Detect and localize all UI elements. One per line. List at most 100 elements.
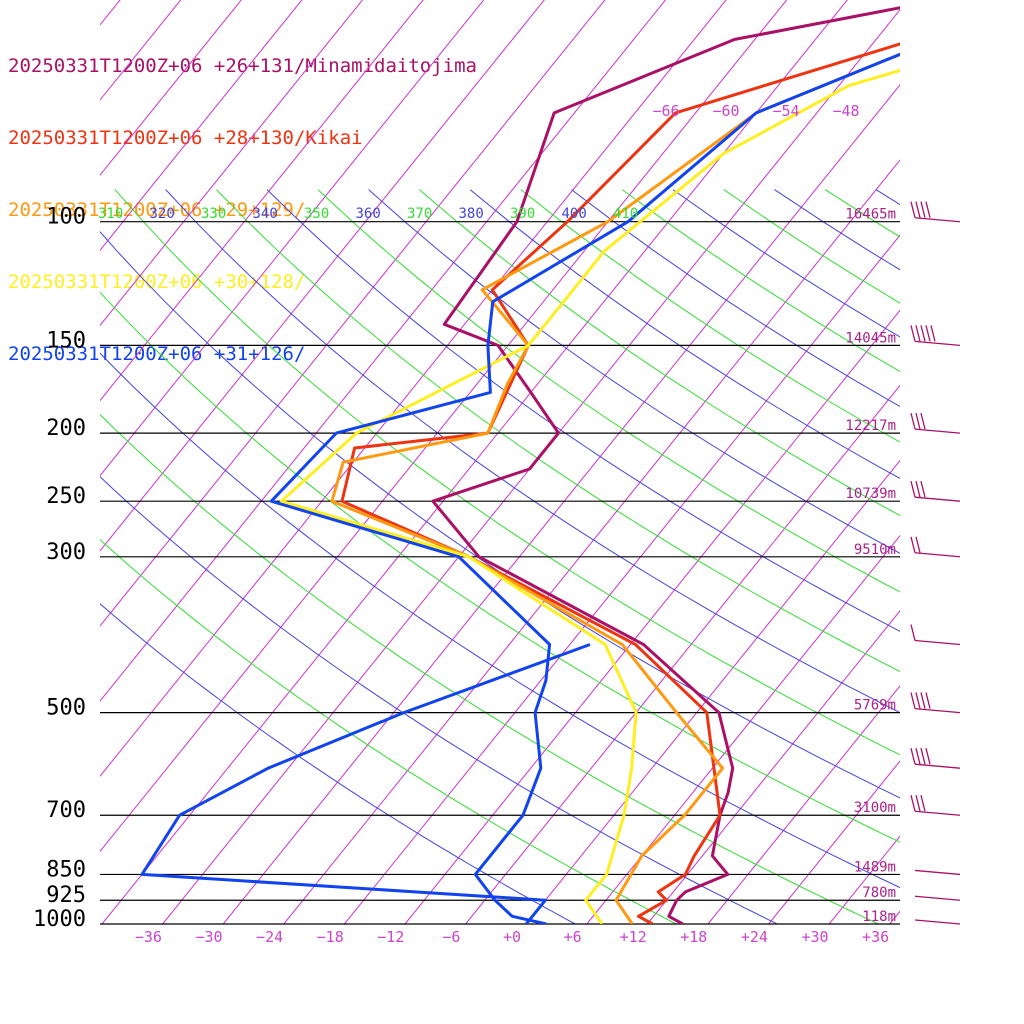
temperature-label: −6 — [442, 928, 460, 946]
wind-barb — [910, 795, 961, 816]
isotherm-line — [283, 159, 900, 924]
dry-adiabat-line — [100, 476, 778, 924]
wind-barb-staff — [914, 869, 961, 876]
height-label: 16465m — [845, 207, 896, 223]
theta-label: 330 — [201, 206, 226, 222]
temperature-label: +24 — [741, 928, 768, 946]
isotherm-line — [100, 0, 182, 101]
dry-adiabat-line — [165, 189, 900, 714]
legend-entry-1: 20250331T1200Z+06 +28+130/Kikai — [8, 127, 363, 149]
theta-label: 320 — [150, 206, 175, 222]
wind-barb-flag — [925, 692, 931, 709]
series-line-2 — [330, 52, 900, 924]
wind-barb-staff — [914, 707, 961, 714]
theta-label: 370 — [407, 206, 432, 222]
wind-barb-staff — [914, 639, 961, 646]
wind-barb-flag — [910, 795, 916, 812]
wind-barb-flag — [920, 481, 926, 498]
isotherm-line — [889, 910, 900, 924]
upper-temperature-label: −66 — [652, 102, 679, 120]
wind-barb-flag — [915, 536, 921, 553]
height-label: 12217m — [845, 418, 896, 434]
wind-barb-flag — [920, 412, 926, 430]
wind-barb-flag — [930, 325, 936, 342]
legend-entry-3: 20250331T1200Z+06 +30+128/ — [8, 271, 306, 293]
wind-barb-staff — [914, 810, 961, 816]
isotherm-line — [100, 0, 364, 327]
temperature-label: +36 — [862, 928, 889, 946]
height-label: 5769m — [854, 698, 896, 714]
temperature-label: −36 — [135, 928, 162, 946]
pressure-label: 200 — [46, 416, 86, 441]
isotherm-line — [100, 0, 121, 26]
wind-barb-flag — [920, 795, 926, 812]
theta-label: 360 — [356, 206, 381, 222]
wind-barb — [910, 412, 961, 434]
wind-barb-flag — [915, 201, 921, 218]
series-line-5 — [140, 643, 591, 924]
theta-label: 350 — [304, 206, 329, 222]
temperature-label: +30 — [801, 928, 828, 946]
temperature-label: −30 — [195, 928, 222, 946]
isotherm-line — [465, 384, 900, 924]
wind-barb — [910, 481, 961, 502]
wind-barb-flag — [920, 748, 926, 765]
dry-adiabat-line — [100, 539, 677, 924]
series-line-1 — [340, 42, 900, 924]
isotherm-line — [100, 0, 545, 552]
wind-barb-flag — [910, 481, 916, 498]
isotherm-line — [101, 0, 848, 924]
isotherm-line — [100, 0, 667, 702]
wind-barb-staff — [914, 895, 961, 901]
wind-barb-flag — [910, 536, 916, 553]
pressure-label: 150 — [46, 328, 86, 353]
isotherm-line — [0, 0, 77, 924]
wind-barb-flag — [910, 748, 916, 765]
wind-barb-staff — [914, 428, 961, 434]
dry-adiabat-line — [100, 603, 576, 924]
wind-barbs — [910, 201, 961, 925]
series-line-3 — [279, 68, 900, 924]
wind-barb — [910, 536, 961, 558]
isotherm-line — [768, 760, 900, 924]
wind-barb — [914, 895, 961, 901]
upper-temperature-label: −60 — [712, 102, 739, 120]
wind-barb — [910, 325, 961, 347]
wind-barb-flag — [910, 325, 916, 342]
temperature-label: +6 — [564, 928, 582, 946]
pressure-label: 250 — [46, 484, 86, 509]
theta-label: 400 — [562, 206, 587, 222]
isotherm-line — [404, 309, 900, 924]
isotherm-line — [100, 0, 788, 853]
temperature-label: +18 — [680, 928, 707, 946]
wind-barb-flag — [920, 325, 926, 342]
temperature-label: −18 — [317, 928, 344, 946]
pressure-label: 500 — [46, 696, 86, 721]
isotherm-line — [0, 0, 16, 924]
isotherm-line — [100, 0, 303, 252]
wind-barb-flag — [925, 201, 931, 218]
height-label: 3100m — [854, 800, 896, 816]
dry-adiabat-line — [100, 413, 879, 924]
isotherm-line — [344, 234, 900, 924]
dry-adiabat-line — [114, 189, 900, 756]
height-label: 1489m — [854, 859, 896, 875]
dry-adiabat-line — [216, 189, 900, 673]
wind-barb-flag — [925, 748, 931, 765]
dry-adiabat-line — [317, 189, 900, 593]
wind-barb-staff — [914, 763, 961, 769]
wind-barb-flag — [910, 412, 916, 430]
wind-barb-staff — [914, 552, 961, 558]
wind-barb-flag — [925, 325, 931, 342]
sounding-series — [140, 6, 900, 924]
isotherm-line — [100, 0, 485, 477]
wind-barb-flag — [915, 795, 921, 812]
wind-barb — [910, 692, 961, 714]
legend: 20250331T1200Z+06 +26+131/Minamidaitojim… — [8, 6, 477, 390]
pressure-lines — [100, 221, 900, 925]
isotherm-line — [100, 0, 727, 778]
theta-label: 380 — [459, 206, 484, 222]
pressure-label: 925 — [46, 883, 86, 908]
pressure-label: 1000 — [33, 907, 86, 932]
